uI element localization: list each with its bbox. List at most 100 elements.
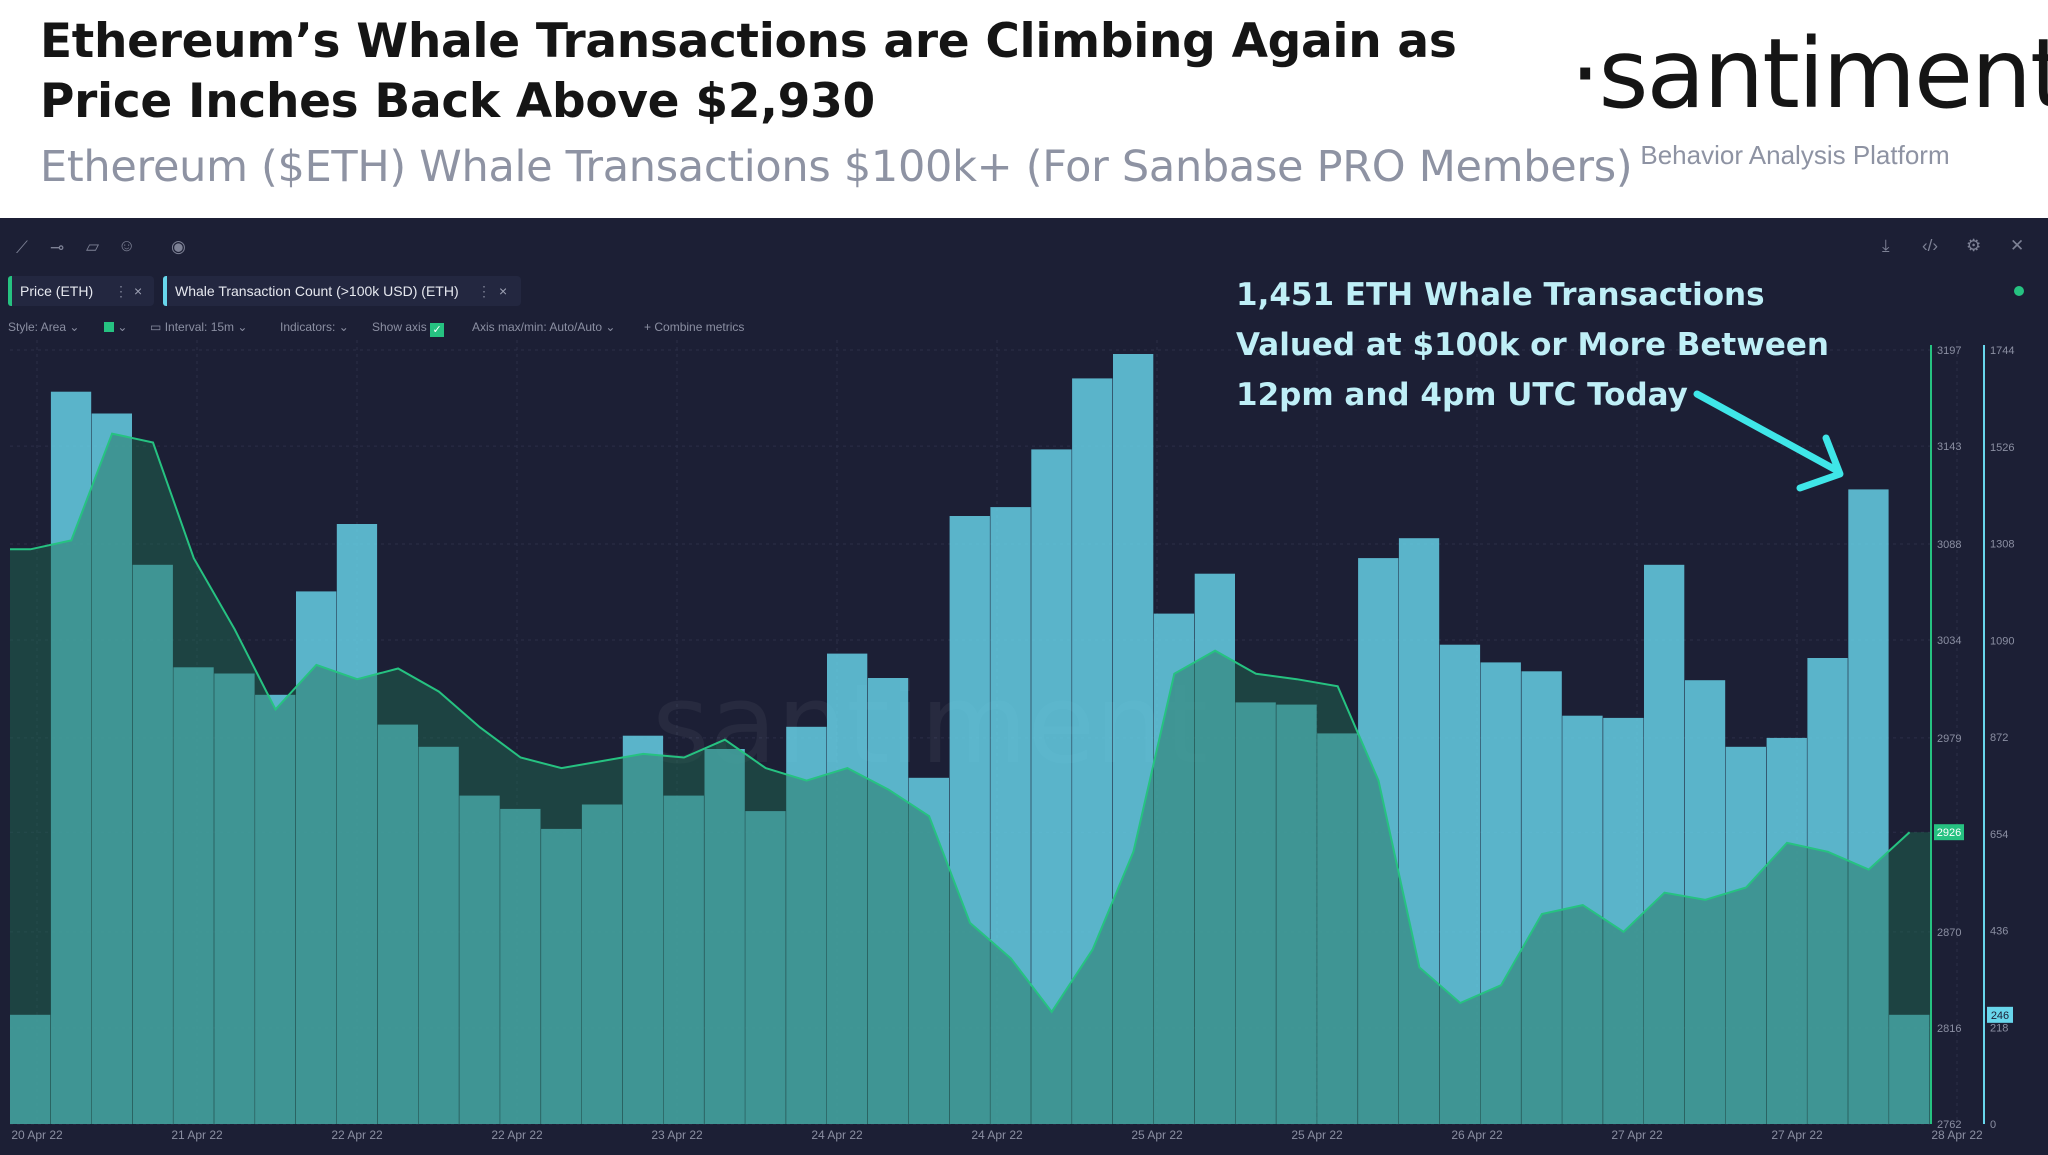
annotation-arrow-head [1796,434,1844,492]
whale-bar [132,564,173,1124]
whale-current-label: 246 [1991,1010,2009,1022]
logo-tagline: Behavior Analysis Platform [1640,140,1950,170]
whale-bar [1113,354,1154,1124]
whale-bar [336,524,378,1124]
whale-tick-label: 218 [1990,1022,2008,1034]
price-tick-label: 3143 [1937,441,1961,453]
remove-metric-icon[interactable]: × [499,283,508,299]
x-tick-label: 24 Apr 22 [811,1128,863,1142]
metric-label: Price (ETH) [20,283,94,299]
show-axis-label: Show axis [372,320,427,334]
style-select[interactable]: Style: Area ⌄ [8,320,80,334]
metric-pill-whale-count[interactable]: Whale Transaction Count (>100k USD) (ETH… [163,276,521,306]
price-tick-label: 3034 [1937,635,1961,647]
whale-bar [908,777,949,1124]
metric-pill-price[interactable]: Price (ETH) ⋮ × [8,276,154,306]
x-tick-label: 27 Apr 22 [1611,1128,1663,1142]
whale-bar [867,678,909,1124]
price-tick-label: 2816 [1937,1023,1961,1035]
whale-bar [418,746,459,1124]
whale-bar [91,413,132,1124]
settings-gear-icon[interactable]: ⚙ [1966,236,1982,255]
checkbox-checked-icon[interactable]: ✓ [430,323,445,337]
whale-bar [1562,715,1603,1124]
whale-current-badge [1987,1006,2013,1023]
whale-bar [1194,573,1235,1124]
whale-bar [1480,662,1521,1124]
calendar-icon: ▭ [150,320,162,334]
combine-metrics-button[interactable]: + Combine metrics [644,320,744,334]
axes-layer: 3197 3143 3088 3034 2979 2926 2870 2816 2762 1744… [11,345,2014,1142]
x-tick-label: 22 Apr 22 [491,1128,543,1142]
whale-tick-label: 1744 [1990,345,2014,357]
whale-bar [663,795,704,1124]
whale-bar [173,667,214,1124]
interval-label: Interval: 15m [164,320,235,334]
whale-bar [1889,1014,1930,1124]
whale-bar [786,726,827,1124]
color-select[interactable]: ⌄ [104,320,127,334]
axis-minmax-label: Axis max/min: Auto/Auto [472,320,603,334]
price-tick-label: 3088 [1937,539,1961,551]
whale-bar [1072,378,1113,1124]
remove-metric-icon[interactable]: × [134,283,143,299]
annotation-arrow-shaft [1693,390,1840,474]
draw-line-icon[interactable]: ⟋ [16,238,28,257]
whale-bar [622,735,664,1124]
eye-icon[interactable]: ◉ [171,237,186,256]
style-label: Style: Area [8,320,67,334]
whale-bar [541,828,582,1124]
x-tick-label: 22 Apr 22 [331,1128,383,1142]
metric-color-bar [163,276,167,306]
whale-bar [214,673,255,1124]
whale-bar [581,804,623,1124]
whale-bar [10,1014,51,1124]
x-tick-label: 27 Apr 22 [1771,1128,1823,1142]
whale-tick-label: 1308 [1990,539,2014,551]
axis-minmax-select[interactable]: Axis max/min: Auto/Auto ⌄ [472,320,616,334]
combine-label: Combine metrics [654,320,745,334]
more-options-icon[interactable]: ⋮ [114,283,128,299]
horizontal-line-icon[interactable]: ⊸ [50,238,65,257]
whale-tick-label: 654 [1990,829,2008,841]
whale-bar [1725,746,1766,1124]
chart-subtitle: Ethereum ($ETH) Whale Transactions $100k… [40,142,1633,192]
metric-label: Whale Transaction Count (>100k USD) (ETH… [175,283,459,299]
whale-bar [1848,489,1889,1124]
price-line [10,432,1911,1014]
whale-bars-layer [10,354,1930,1125]
interval-select[interactable]: ▭ Interval: 15m ⌄ [150,320,248,334]
price-layer [10,432,1930,1125]
embed-code-icon[interactable]: ‹/› [1922,236,1939,255]
whale-bar [704,749,745,1124]
x-tick-label: 21 Apr 22 [171,1128,223,1142]
santiment-logo: ·santiment· [1570,18,2048,130]
whale-bar [827,653,868,1124]
x-tick-label: 20 Apr 22 [11,1128,63,1142]
download-icon[interactable]: ⤓ [1882,236,1890,255]
x-tick-label: 25 Apr 22 [1291,1128,1343,1142]
whale-bar [377,724,418,1124]
x-tick-label: 25 Apr 22 [1131,1128,1183,1142]
price-tick-label: 2979 [1937,733,1961,745]
x-tick-label: 26 Apr 22 [1451,1128,1503,1142]
price-tick-label: 2762 [1937,1119,1961,1131]
x-tick-label: 24 Apr 22 [971,1128,1023,1142]
whale-bar [50,391,92,1124]
chart-title-line-1: Ethereum’s Whale Transactions are Climbi… [40,14,1457,69]
plus-icon: + [644,320,652,334]
annotation-arrow-layer [1693,390,1844,492]
note-icon[interactable]: ▱ [86,237,100,256]
more-options-icon[interactable]: ⋮ [477,283,491,299]
x-tick-label: 28 Apr 22 [1931,1128,1983,1142]
close-icon[interactable]: ✕ [2010,236,2025,255]
price-current-label: 2926 [1937,827,1961,839]
annotation-line-3: 12pm and 4pm UTC Today [1236,377,1688,413]
whale-tick-label: 0 [1990,1119,1996,1131]
whale-tick-label: 1090 [1990,635,2014,647]
show-axis-toggle[interactable]: Show axis ✓ [372,320,445,337]
whale-tick-label: 872 [1990,732,2008,744]
emoji-icon[interactable]: ☺ [118,236,136,255]
indicators-select[interactable]: Indicators: ⌄ [280,320,349,334]
